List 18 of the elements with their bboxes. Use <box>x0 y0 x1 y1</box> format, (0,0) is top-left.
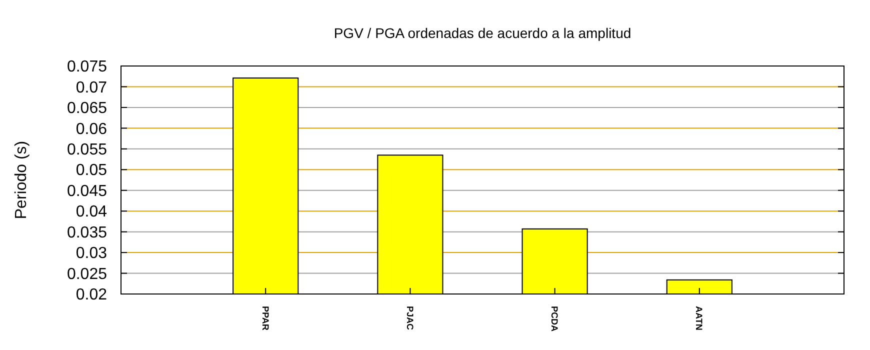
y-tick-label: 0.035 <box>66 224 108 242</box>
y-axis-title: Periodo (s) <box>13 140 30 220</box>
x-tick-label: PPAR <box>260 306 270 331</box>
chart-title: PGV / PGA ordenadas de acuerdo a la amplitud <box>334 25 632 41</box>
y-tick-label: 0.045 <box>66 182 108 200</box>
y-tick-label: 0.075 <box>66 58 108 76</box>
y-tick-label: 0.055 <box>66 142 108 159</box>
y-tick-label: 0.06 <box>76 120 108 138</box>
y-tick-label: 0.03 <box>76 245 108 262</box>
x-tick-label: PCDA <box>550 306 560 332</box>
y-tick-label: 0.02 <box>76 286 108 304</box>
y-tick-label: 0.07 <box>76 79 108 96</box>
y-tick-label: 0.04 <box>76 204 108 221</box>
x-tick-label: AATN <box>694 306 704 330</box>
y-tick-label: 0.065 <box>66 100 108 118</box>
y-tick-label: 0.05 <box>76 162 108 180</box>
x-tick-label: PJAC <box>405 306 416 331</box>
y-tick-label: 0.025 <box>66 266 108 283</box>
